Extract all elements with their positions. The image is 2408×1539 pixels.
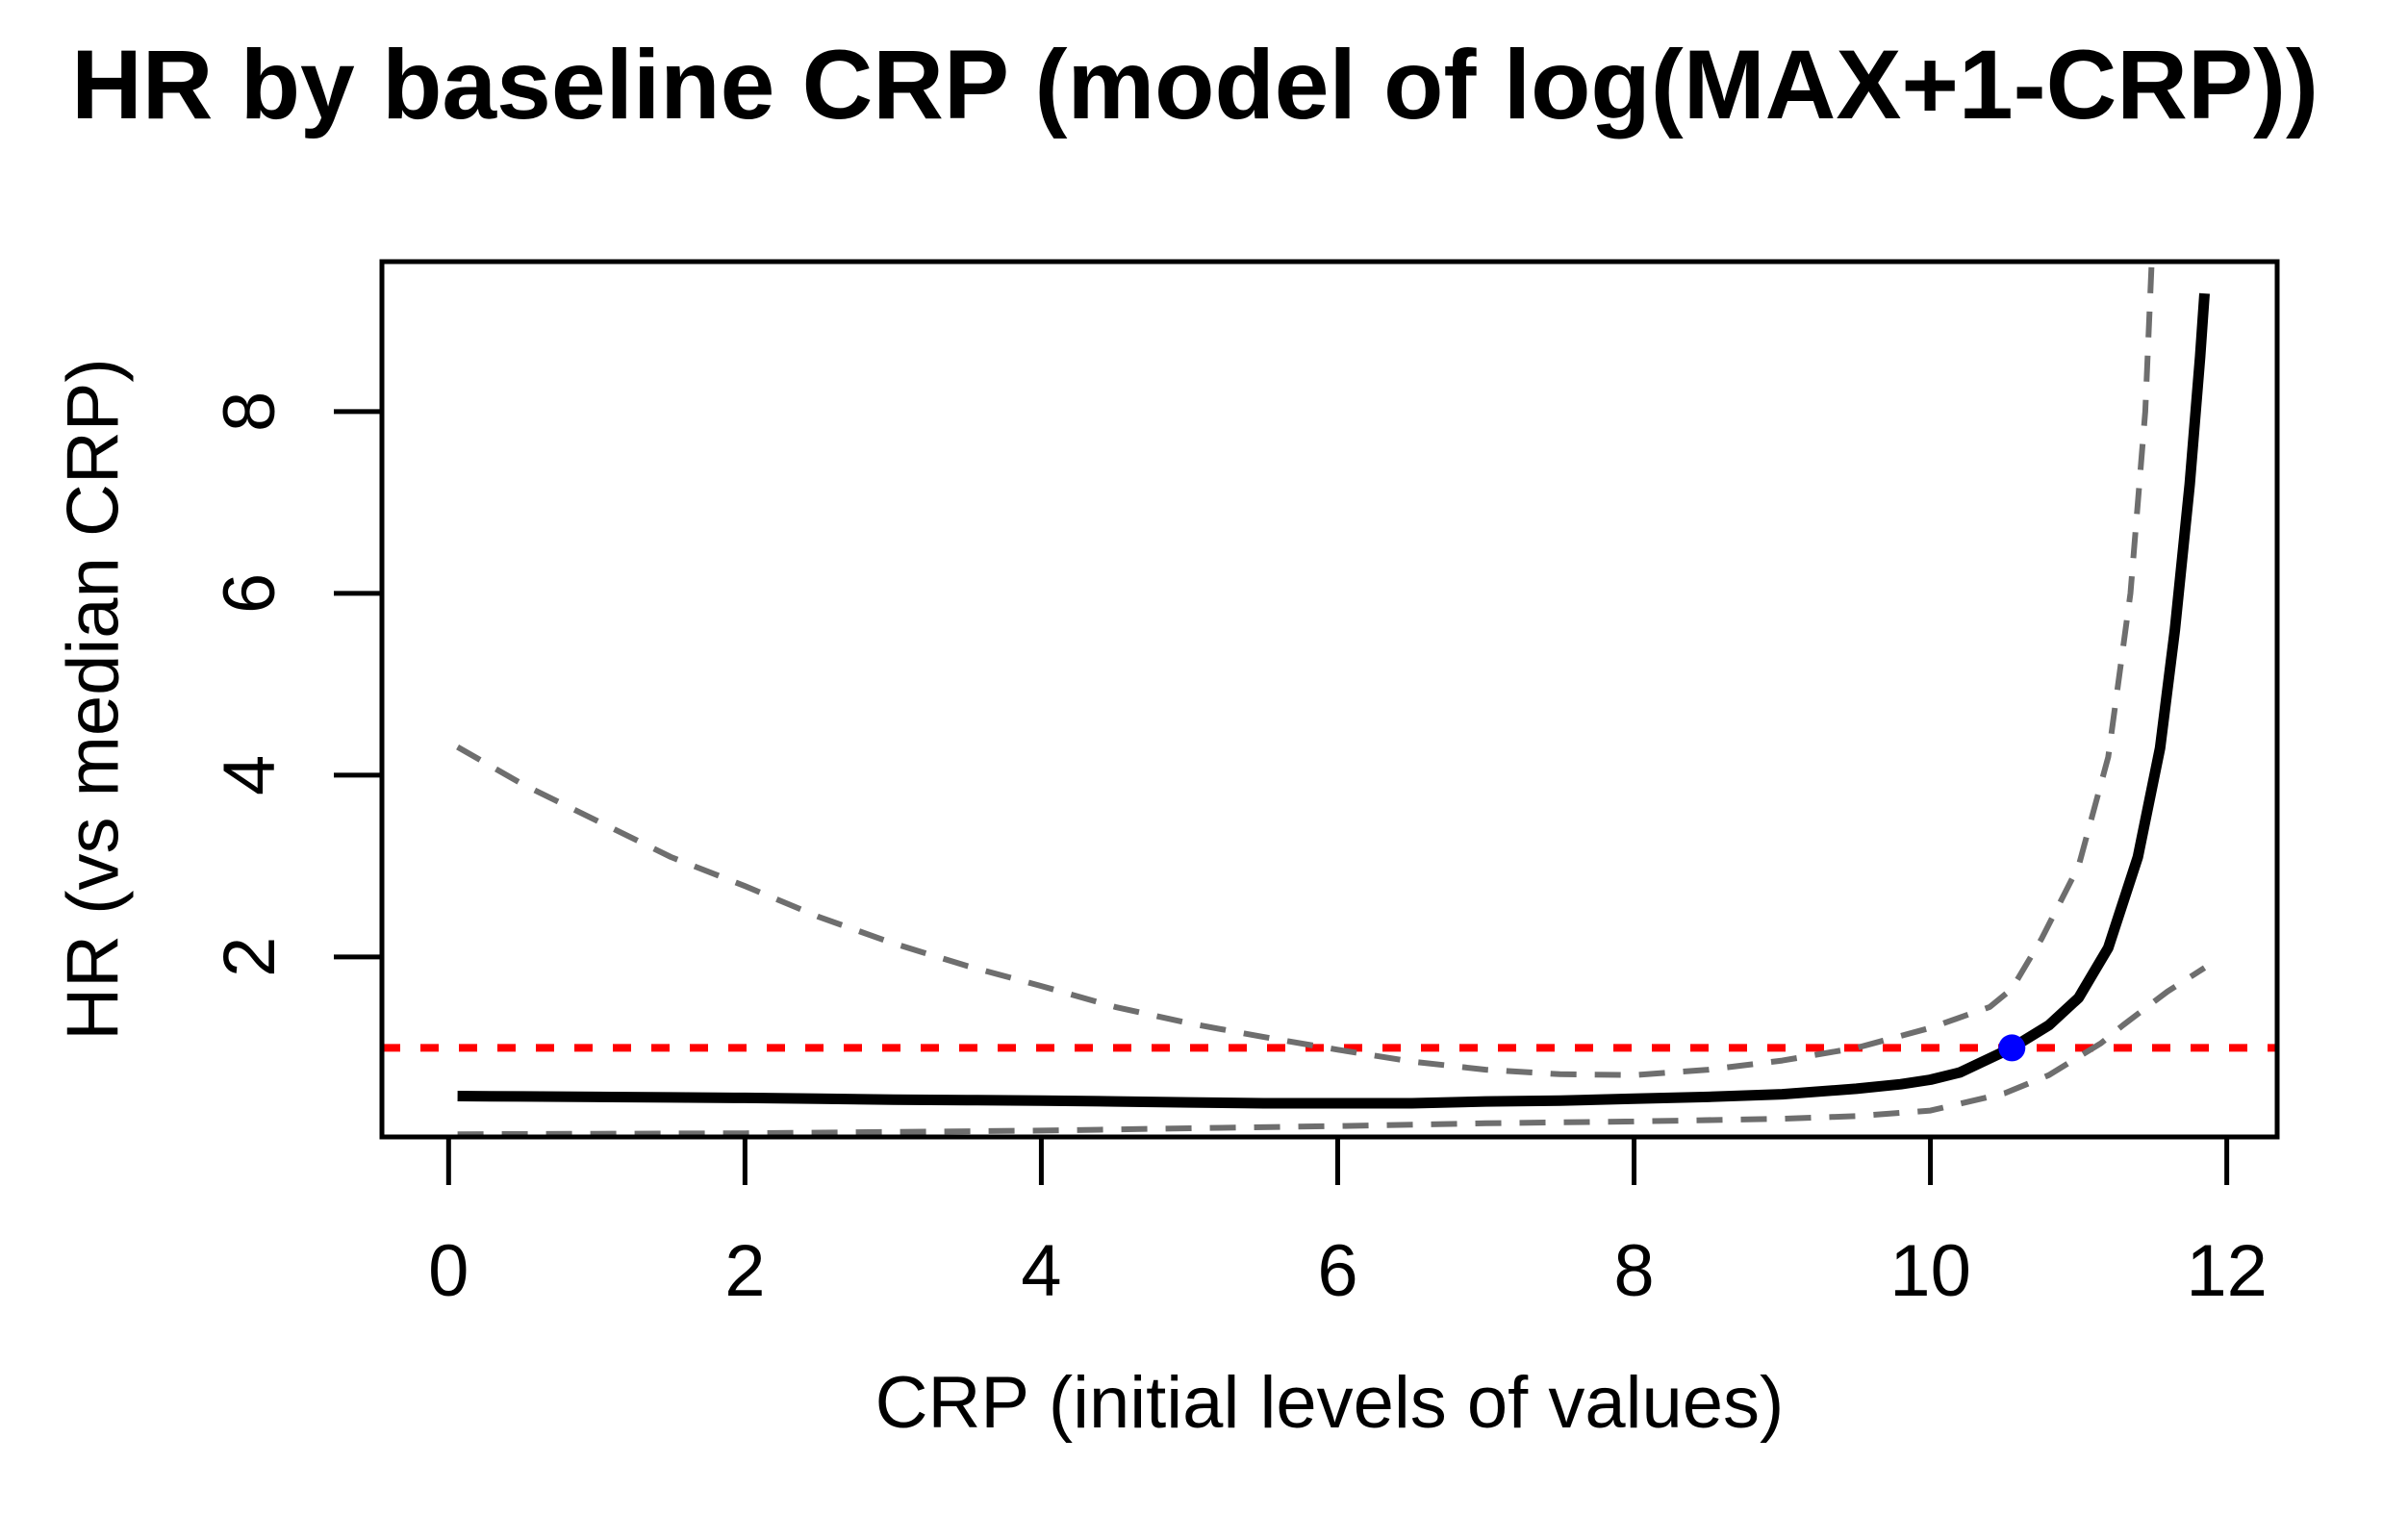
x-tick-label-2: 2 [724,1230,765,1312]
y-tick-label-6: 6 [209,573,291,614]
x-tick-label-4: 4 [1021,1230,1061,1312]
x-axis-label: CRP (initial levels of values) [874,1362,1785,1444]
marker-point [1998,1034,2026,1062]
x-tick-label-8: 8 [1613,1230,1654,1312]
series-lower-95ci [457,965,2207,1137]
series-upper-95ci [456,262,2155,1078]
x-tick-label-0: 0 [428,1230,469,1312]
series-hr-estimate [457,292,2210,1109]
y-tick-label-2: 2 [209,937,291,977]
chart-title: HR by baseline CRP (model of log(MAX+1-C… [71,30,2319,139]
x-tick-label-12: 12 [2186,1230,2268,1312]
x-tick-label-10: 10 [1889,1230,1971,1312]
y-tick-label-4: 4 [209,755,291,795]
x-tick-label-6: 6 [1317,1230,1357,1312]
plot-box [379,259,2280,1140]
y-tick-label-8: 8 [209,391,291,432]
